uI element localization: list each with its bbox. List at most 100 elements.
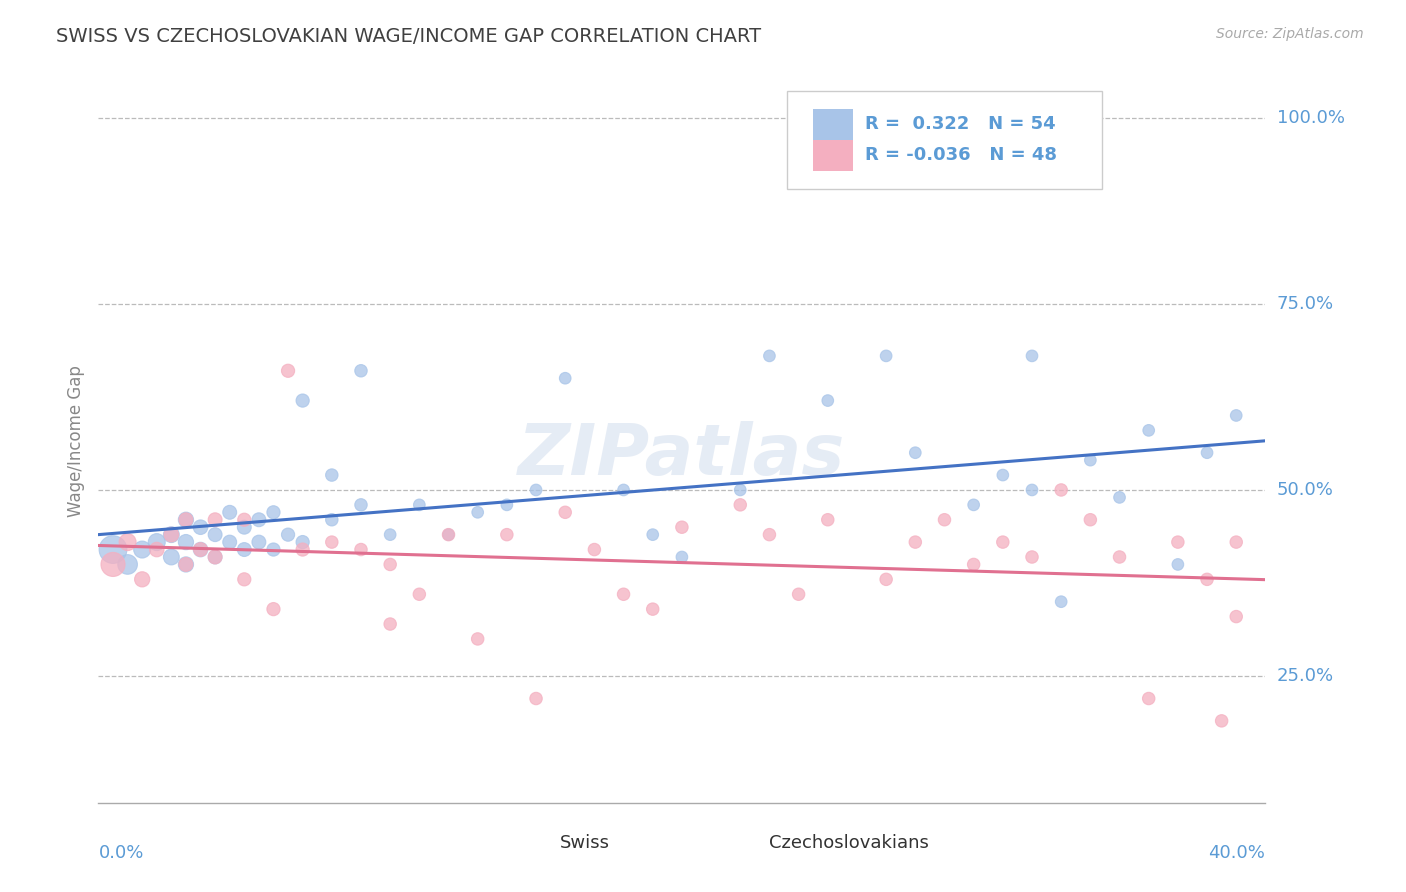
- Point: [641, 527, 664, 541]
- Point: [350, 542, 373, 557]
- Point: [612, 587, 634, 601]
- Point: [262, 542, 284, 557]
- Point: [1137, 691, 1160, 706]
- Point: [962, 558, 984, 572]
- Point: [174, 558, 197, 572]
- Point: [218, 505, 240, 519]
- Point: [1050, 483, 1073, 497]
- Point: [875, 572, 897, 586]
- Point: [991, 535, 1014, 549]
- Point: [350, 364, 373, 378]
- Point: [1225, 409, 1247, 423]
- Point: [496, 498, 519, 512]
- Point: [233, 572, 256, 586]
- Point: [291, 393, 314, 408]
- Point: [875, 349, 897, 363]
- Text: Swiss: Swiss: [560, 833, 609, 852]
- Point: [437, 527, 460, 541]
- Text: Czechoslovakians: Czechoslovakians: [769, 833, 929, 852]
- Point: [1021, 549, 1043, 564]
- Text: 40.0%: 40.0%: [1209, 845, 1265, 863]
- Point: [962, 498, 984, 512]
- Point: [131, 542, 153, 557]
- Point: [1137, 423, 1160, 437]
- Point: [1167, 535, 1189, 549]
- Point: [1225, 609, 1247, 624]
- Point: [350, 498, 373, 512]
- Text: R =  0.322   N = 54: R = 0.322 N = 54: [865, 115, 1056, 133]
- Point: [408, 498, 430, 512]
- Text: 100.0%: 100.0%: [1277, 109, 1344, 127]
- Point: [554, 505, 576, 519]
- Point: [190, 542, 212, 557]
- Point: [1108, 491, 1130, 505]
- Point: [934, 513, 956, 527]
- Point: [380, 558, 402, 572]
- Point: [321, 535, 343, 549]
- Bar: [813, 109, 853, 139]
- Point: [117, 558, 139, 572]
- Point: [262, 602, 284, 616]
- Point: [233, 542, 256, 557]
- Point: [204, 549, 226, 564]
- Point: [321, 513, 343, 527]
- Point: [1211, 714, 1233, 728]
- Text: 50.0%: 50.0%: [1277, 481, 1333, 499]
- Point: [321, 468, 343, 483]
- Point: [1195, 446, 1218, 460]
- Point: [1167, 558, 1189, 572]
- Point: [291, 535, 314, 549]
- Text: 0.0%: 0.0%: [98, 845, 143, 863]
- Point: [787, 587, 810, 601]
- Text: 25.0%: 25.0%: [1277, 667, 1334, 685]
- Point: [991, 468, 1014, 483]
- Text: R = -0.036   N = 48: R = -0.036 N = 48: [865, 146, 1057, 164]
- Point: [408, 587, 430, 601]
- Point: [671, 520, 693, 534]
- Point: [117, 535, 139, 549]
- Bar: [519, 831, 548, 854]
- Point: [1080, 453, 1102, 467]
- Point: [146, 542, 169, 557]
- Point: [758, 527, 780, 541]
- Point: [160, 527, 183, 541]
- Point: [204, 527, 226, 541]
- Point: [160, 527, 183, 541]
- Point: [101, 558, 124, 572]
- Point: [101, 542, 124, 557]
- Point: [247, 535, 270, 549]
- Point: [467, 632, 489, 646]
- Point: [437, 527, 460, 541]
- Text: SWISS VS CZECHOSLOVAKIAN WAGE/INCOME GAP CORRELATION CHART: SWISS VS CZECHOSLOVAKIAN WAGE/INCOME GAP…: [56, 27, 762, 45]
- Point: [524, 691, 547, 706]
- Point: [380, 617, 402, 632]
- Bar: [813, 140, 853, 170]
- Point: [1021, 483, 1043, 497]
- Point: [262, 505, 284, 519]
- Point: [204, 549, 226, 564]
- Point: [277, 364, 299, 378]
- Point: [554, 371, 576, 385]
- Point: [612, 483, 634, 497]
- Point: [204, 513, 226, 527]
- Point: [174, 558, 197, 572]
- Point: [277, 527, 299, 541]
- Point: [1108, 549, 1130, 564]
- Point: [1050, 595, 1073, 609]
- Text: Source: ZipAtlas.com: Source: ZipAtlas.com: [1216, 27, 1364, 41]
- Point: [496, 527, 519, 541]
- Point: [817, 393, 839, 408]
- Point: [233, 520, 256, 534]
- Point: [131, 572, 153, 586]
- Point: [641, 602, 664, 616]
- Point: [1195, 572, 1218, 586]
- Point: [174, 513, 197, 527]
- Point: [190, 520, 212, 534]
- Point: [758, 349, 780, 363]
- Point: [233, 513, 256, 527]
- Point: [1225, 535, 1247, 549]
- Point: [467, 505, 489, 519]
- Point: [904, 446, 927, 460]
- Point: [1080, 513, 1102, 527]
- Point: [291, 542, 314, 557]
